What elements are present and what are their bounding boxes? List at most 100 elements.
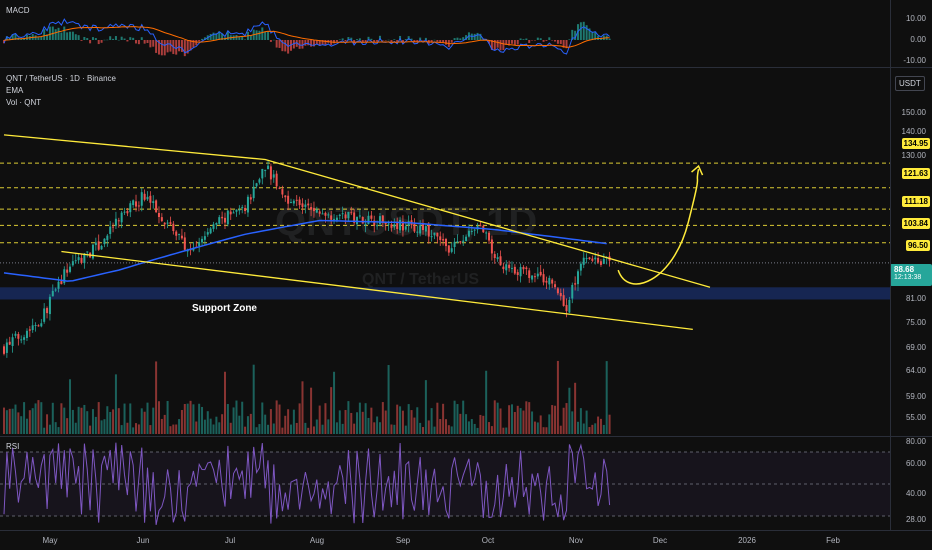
- macd-histogram-bar: [117, 39, 120, 41]
- macd-histogram-bar: [135, 40, 138, 44]
- macd-histogram-bar: [307, 40, 310, 46]
- volume-bar: [390, 424, 393, 434]
- macd-histogram-bar: [189, 40, 192, 51]
- candle-body: [358, 215, 361, 217]
- macd-histogram-bar: [132, 37, 135, 40]
- volume-bar: [513, 412, 516, 434]
- volume-bar: [585, 410, 588, 434]
- macd-histogram-bar: [358, 38, 361, 40]
- volume-bar: [528, 402, 531, 434]
- volume-bar: [551, 405, 554, 434]
- candle-body: [206, 232, 209, 235]
- volume-bar: [373, 422, 376, 434]
- lower-trendline: [61, 250, 693, 331]
- candle-body: [565, 304, 568, 312]
- volume-bar: [80, 407, 83, 434]
- candle-body: [209, 228, 212, 234]
- candle-body: [447, 245, 450, 253]
- macd-histogram-bar: [502, 40, 505, 51]
- volume-bar: [129, 403, 132, 434]
- macd-histogram-bar: [129, 37, 132, 40]
- volume-bar: [66, 418, 69, 434]
- macd-histogram-bar: [94, 38, 97, 40]
- candle-body: [350, 212, 353, 214]
- candle-body: [424, 226, 427, 232]
- volume-bar: [525, 401, 528, 434]
- macd-histogram-bar: [551, 40, 554, 41]
- candle-body: [235, 209, 238, 212]
- ema-legend[interactable]: EMA: [6, 86, 24, 95]
- volume-bar: [522, 410, 525, 434]
- volume-bar: [410, 410, 413, 434]
- macd-histogram-bar: [419, 37, 422, 40]
- volume-bar: [37, 400, 40, 434]
- macd-histogram-bar: [510, 40, 513, 44]
- volume-bar: [335, 422, 338, 434]
- volume-bar: [298, 403, 301, 434]
- macd-histogram-bar: [364, 40, 367, 43]
- currency-selector[interactable]: USDT: [895, 76, 925, 91]
- rsi-panel: RSI: [0, 437, 890, 530]
- volume-bar: [132, 427, 135, 434]
- macd-histogram-bar: [20, 38, 23, 40]
- price-chart[interactable]: [0, 68, 890, 435]
- candle-body: [63, 269, 66, 284]
- macd-histogram-bar: [255, 30, 258, 40]
- volume-bar: [17, 412, 20, 434]
- volume-bar: [436, 402, 439, 434]
- macd-histogram-bar: [571, 29, 574, 40]
- volume-bar: [450, 426, 453, 434]
- macd-histogram-bar: [350, 37, 353, 40]
- macd-histogram-bar: [267, 31, 270, 40]
- candle-body: [378, 216, 381, 224]
- candle-body: [396, 222, 399, 230]
- volume-bar: [198, 403, 201, 434]
- macd-histogram-bar: [413, 40, 416, 43]
- macd-histogram-bar: [416, 40, 419, 42]
- candle-body: [103, 238, 106, 245]
- macd-histogram-bar: [97, 40, 100, 45]
- volume-bar: [186, 403, 189, 434]
- volume-bar: [218, 422, 221, 434]
- volume-bar: [602, 424, 605, 434]
- price-panel[interactable]: QNTUSDT, 1D QNT / TetherUS QNT / TetherU…: [0, 68, 890, 435]
- candle-body: [180, 235, 183, 239]
- volume-bar: [267, 424, 270, 434]
- macd-histogram-bar: [258, 30, 261, 40]
- macd-tick: -10.00: [903, 56, 926, 65]
- volume-bar: [258, 424, 261, 434]
- candle-body: [11, 337, 14, 347]
- volume-bar: [416, 407, 419, 434]
- volume-bar: [71, 409, 74, 434]
- month-label: Sep: [395, 536, 411, 545]
- candle-body: [31, 325, 34, 331]
- macd-histogram-bar: [424, 37, 427, 40]
- price-axis[interactable]: [890, 68, 932, 435]
- macd-histogram-bar: [533, 40, 536, 41]
- macd-histogram-bar: [488, 40, 491, 44]
- macd-histogram-bar: [215, 33, 218, 40]
- macd-histogram-bar: [361, 40, 364, 43]
- volume-bar: [74, 422, 77, 434]
- candle-body: [304, 204, 307, 207]
- price-tick: 140.00: [901, 127, 926, 136]
- volume-bar: [559, 425, 562, 434]
- candle-body: [450, 248, 453, 252]
- macd-histogram-bar: [479, 33, 482, 40]
- candle-body: [602, 258, 605, 264]
- candle-body: [456, 241, 459, 243]
- level-tag: 121.63: [901, 168, 930, 179]
- macd-histogram-bar: [465, 35, 468, 40]
- candle-body: [413, 223, 416, 232]
- volume-legend[interactable]: Vol · QNT: [6, 98, 42, 107]
- candle-body: [554, 284, 557, 288]
- candle-body: [574, 283, 577, 285]
- candle-body: [513, 266, 516, 274]
- macd-histogram-bar: [562, 40, 565, 48]
- candle-body: [577, 271, 579, 285]
- macd-histogram-bar: [401, 40, 404, 43]
- macd-histogram-bar: [439, 40, 442, 44]
- volume-bar: [178, 419, 181, 434]
- volume-bar: [11, 408, 14, 434]
- volume-bar: [86, 411, 89, 434]
